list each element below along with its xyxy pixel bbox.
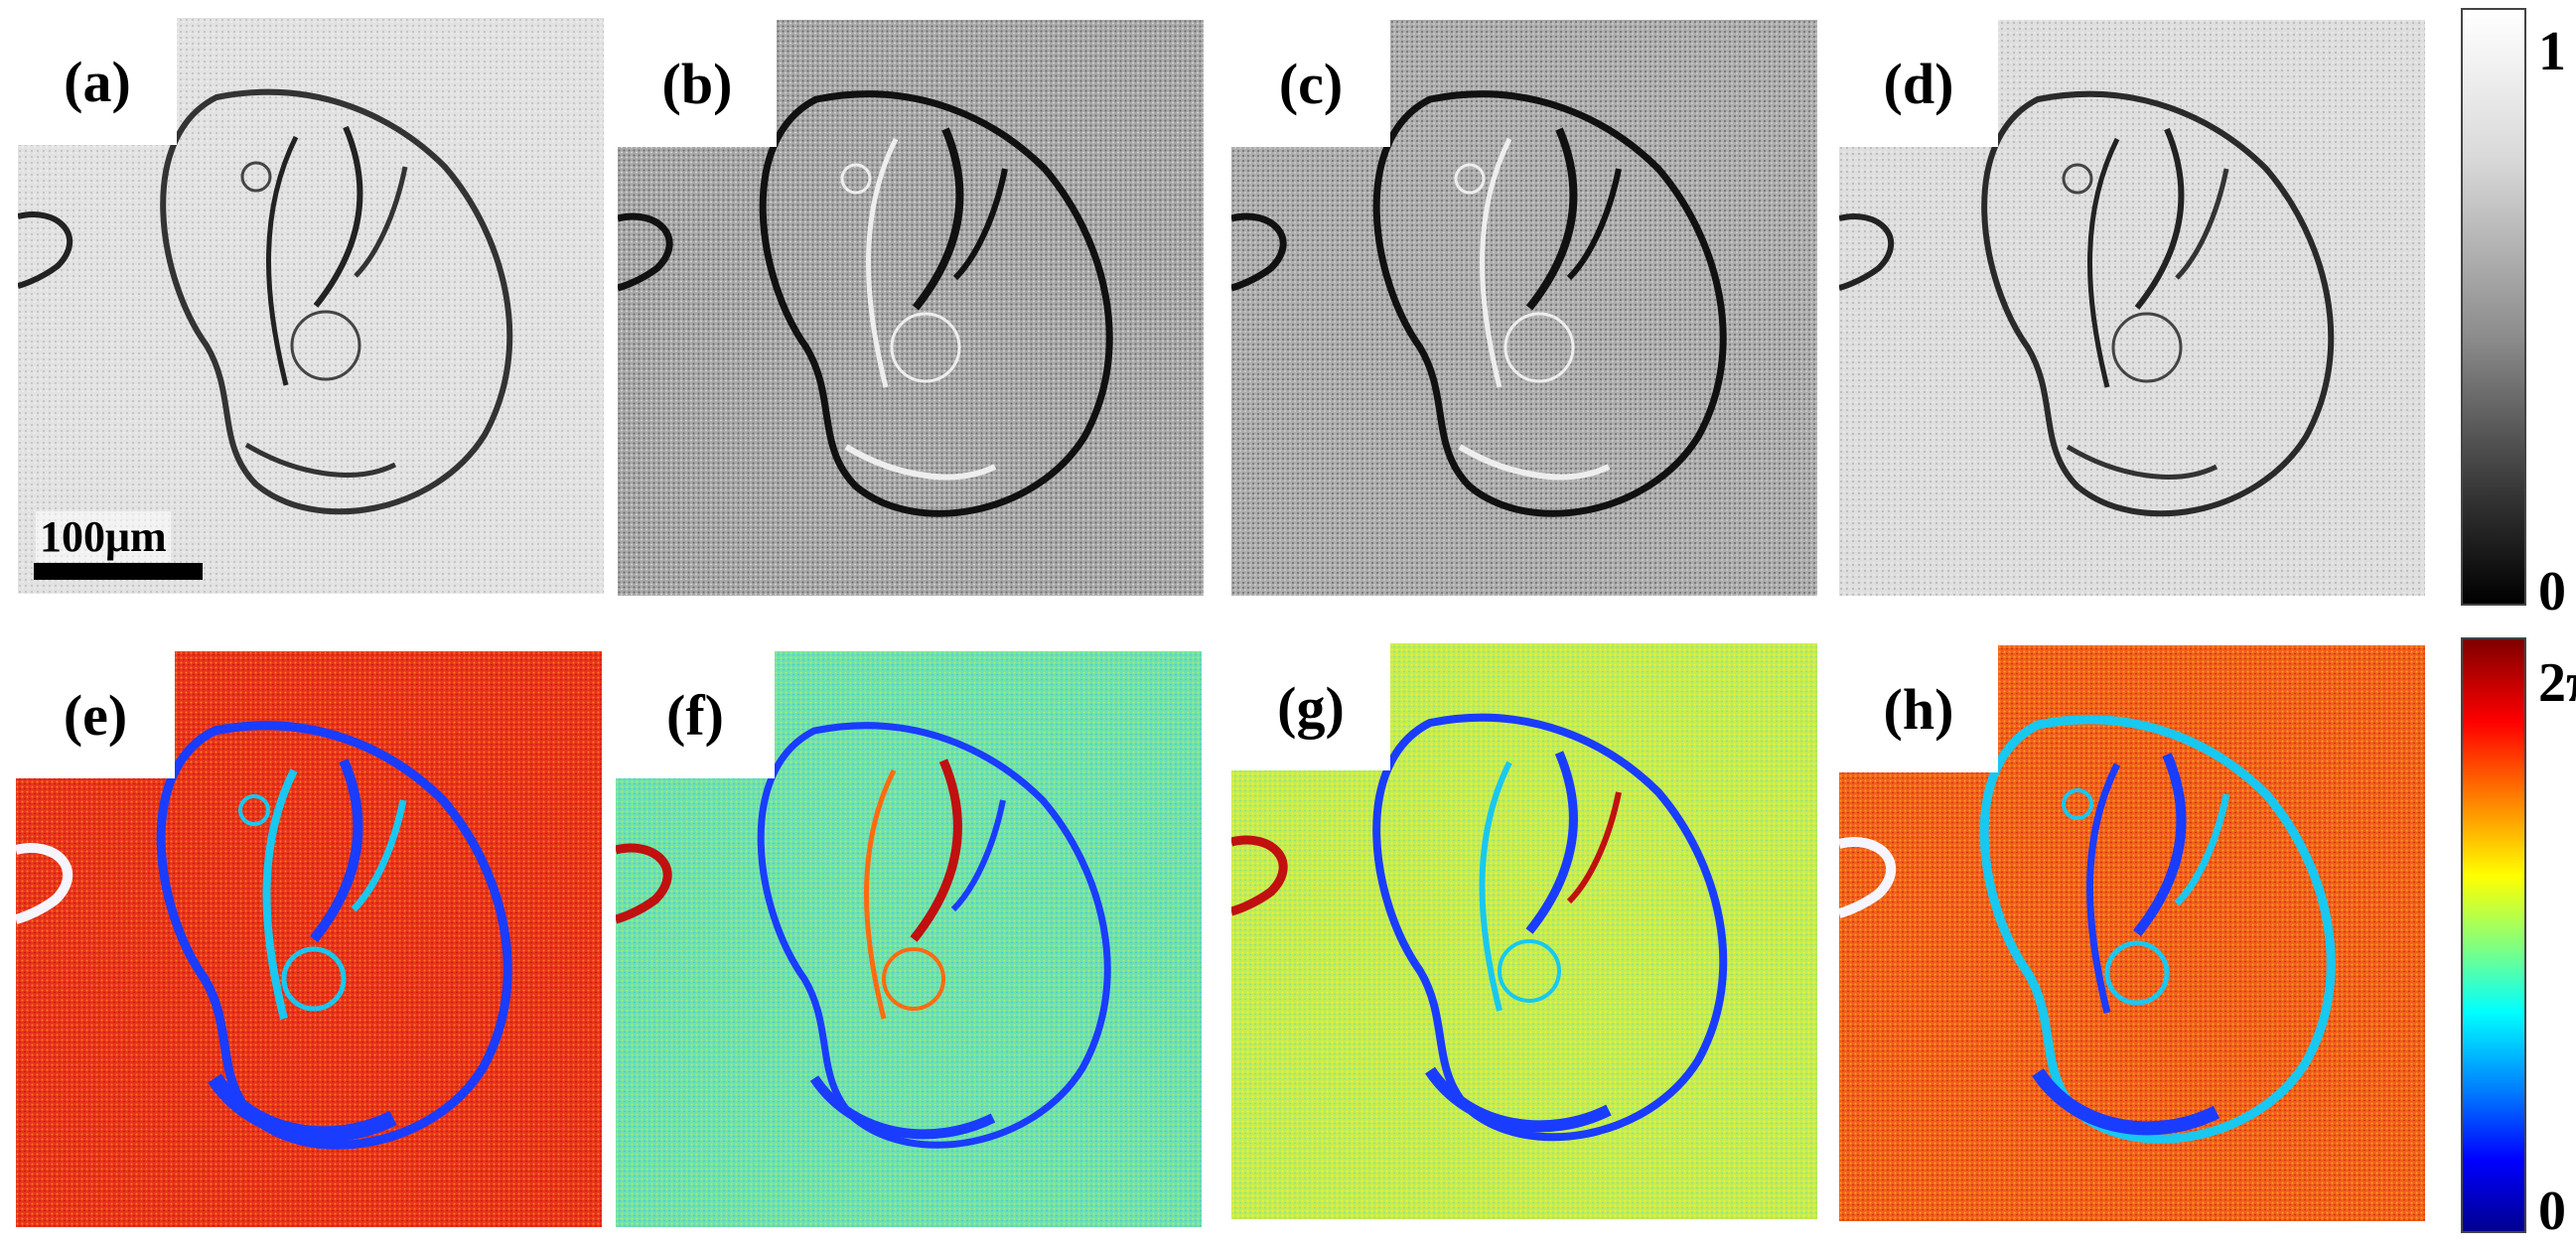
phase-colorbar (2461, 637, 2526, 1233)
panel-label-g: (g) (1231, 643, 1390, 770)
phase-panel-h: (h) (1839, 645, 2425, 1221)
panel-label-a: (a) (18, 18, 177, 145)
phase-panel-f: (f) (616, 651, 1202, 1227)
amplitude-panel-d: (d) (1839, 20, 2425, 596)
amplitude-colorbar-max-label: 1 (2538, 21, 2566, 82)
amplitude-image-d (1839, 20, 2425, 596)
amplitude-colorbar (2461, 8, 2526, 606)
panel-label-b: (b) (618, 20, 777, 147)
panel-label-f: (f) (616, 651, 775, 778)
scale-bar (34, 563, 203, 580)
amplitude-panel-b: (b) (618, 20, 1204, 596)
phase-panel-e: (e) (16, 651, 602, 1227)
amplitude-panel-c: (c) (1231, 20, 1817, 596)
panel-label-d: (d) (1839, 20, 1998, 147)
panel-label-h: (h) (1839, 645, 1998, 772)
panel-label-e: (e) (16, 651, 175, 778)
phase-colorbar-max-label: 2π (2538, 652, 2576, 714)
phase-panel-g: (g) (1231, 643, 1817, 1219)
amplitude-colorbar-min-label: 0 (2538, 561, 2566, 623)
amplitude-panel-a: (a) 100μm (18, 18, 604, 594)
phase-colorbar-min-label: 0 (2538, 1180, 2566, 1242)
panel-label-c: (c) (1231, 20, 1390, 147)
scale-bar-label: 100μm (36, 511, 171, 562)
